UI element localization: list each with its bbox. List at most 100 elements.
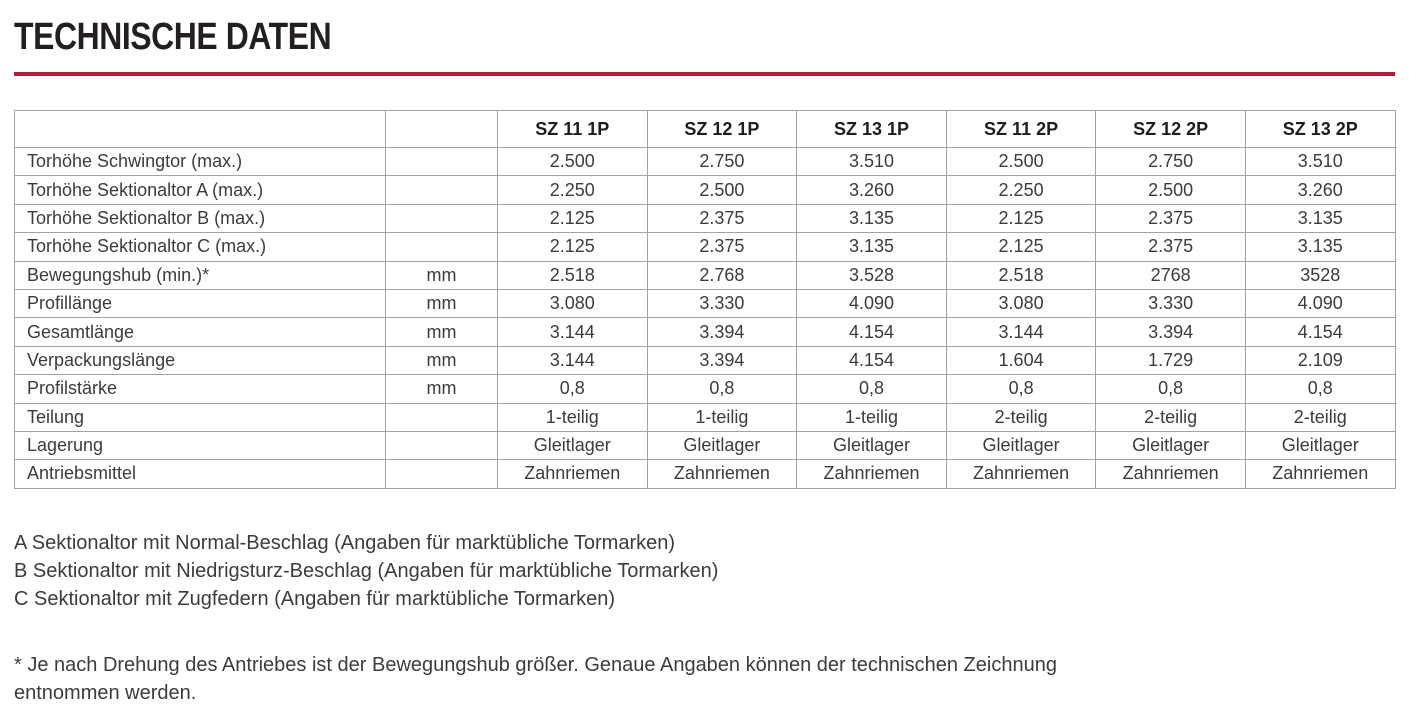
row-value: 0,8 <box>497 374 648 404</box>
row-value: 3.394 <box>646 345 798 376</box>
row-value: 3.528 <box>796 260 947 290</box>
row-value: 3.144 <box>497 345 648 376</box>
row-unit <box>385 402 498 432</box>
table-row: Teilung 1-teilig 1-teilig 1-teilig 2-teilig 2… <box>14 402 1396 432</box>
row-value: 3.135 <box>796 203 947 234</box>
row-value: 2.500 <box>646 175 798 205</box>
footnote-asterisk: * Je nach Drehung des Antriebes ist der … <box>14 653 1057 704</box>
row-unit <box>385 175 498 205</box>
row-value: 2.375 <box>646 232 798 262</box>
row-value: 3.330 <box>646 288 798 319</box>
row-unit: mm <box>385 260 498 290</box>
row-value: Gleitlager <box>646 430 798 461</box>
column-header: SZ 12 2P <box>1095 110 1246 148</box>
row-value: Gleitlager <box>497 430 648 461</box>
column-header: SZ 13 1P <box>796 110 947 148</box>
footnote-a: A Sektionaltor mit Normal-Beschlag (Anga… <box>14 531 676 554</box>
row-value: 2.375 <box>646 203 798 234</box>
row-value: 3.080 <box>945 288 1097 319</box>
row-value: 2.125 <box>497 203 648 234</box>
table-row: Profillänge mm 3.080 3.330 4.090 3.080 3.330 4.… <box>14 288 1396 319</box>
row-label: Gesamtlänge <box>14 317 386 347</box>
column-header: SZ 13 2P <box>1244 110 1396 148</box>
row-value: Zahnriemen <box>945 459 1097 489</box>
table-row: Bewegungshub (min.)* mm 2.518 2.768 3.528 2.5… <box>14 260 1396 290</box>
table-header: SZ 11 1P SZ 12 1P SZ 13 1P SZ 11 2P SZ 1… <box>14 110 1396 148</box>
header-label-spacer <box>14 110 386 148</box>
column-header: SZ 11 1P <box>497 110 648 148</box>
row-value: 1-teilig <box>646 402 798 432</box>
row-unit <box>385 430 498 461</box>
row-value: 2.750 <box>1095 146 1246 177</box>
row-value: 3528 <box>1244 260 1396 290</box>
row-value: 3.080 <box>497 288 648 319</box>
row-label: Lagerung <box>14 430 386 461</box>
row-value: 4.090 <box>796 288 947 319</box>
row-value: 3.510 <box>1244 146 1396 177</box>
row-label: Profillänge <box>14 288 386 319</box>
row-value: 2-teilig <box>1244 402 1396 432</box>
row-value: 3.135 <box>796 232 947 262</box>
row-unit <box>385 459 498 489</box>
header-unit-spacer <box>385 110 498 148</box>
technical-data-table: SZ 11 1P SZ 12 1P SZ 13 1P SZ 11 2P SZ 1… <box>14 110 1396 489</box>
row-value: Zahnriemen <box>646 459 798 489</box>
row-value: 3.260 <box>796 175 947 205</box>
row-unit: mm <box>385 374 498 404</box>
row-value: Gleitlager <box>1244 430 1396 461</box>
row-value: 2.250 <box>497 175 648 205</box>
table-row: Lagerung Gleitlager Gleitlager Gleitlager Gl… <box>14 430 1396 461</box>
row-label: Teilung <box>14 402 386 432</box>
table-body: Torhöhe Schwingtor (max.) 2.500 2.750 3.510… <box>14 146 1396 489</box>
row-label: Profilstärke <box>14 374 386 404</box>
row-value: 2-teilig <box>1095 402 1246 432</box>
row-value: 4.154 <box>796 317 947 347</box>
row-value: 2768 <box>1095 260 1246 290</box>
row-value: 1-teilig <box>796 402 947 432</box>
row-label: Verpackungslänge <box>14 345 386 376</box>
footnote-b: B Sektionaltor mit Niedrigsturz-Beschlag… <box>14 559 719 582</box>
row-value: 3.135 <box>1244 203 1396 234</box>
row-value: 2.518 <box>945 260 1097 290</box>
table-row: Verpackungslänge mm 3.144 3.394 4.154 1.604 1.… <box>14 345 1396 376</box>
row-value: 2.518 <box>497 260 648 290</box>
row-value: 3.260 <box>1244 175 1396 205</box>
table-row: Torhöhe Sektionaltor A (max.) 2.250 2.500 3… <box>14 175 1396 205</box>
footnote-c: C Sektionaltor mit Zugfedern (Angaben fü… <box>14 587 616 610</box>
page-title: TECHNISCHE DATEN <box>14 16 332 58</box>
row-value: Zahnriemen <box>1095 459 1246 489</box>
row-unit: mm <box>385 345 498 376</box>
row-unit <box>385 232 498 262</box>
table-header-row: SZ 11 1P SZ 12 1P SZ 13 1P SZ 11 2P SZ 1… <box>14 110 1396 148</box>
row-value: 3.135 <box>1244 232 1396 262</box>
row-value: 2.125 <box>497 232 648 262</box>
row-value: 1.604 <box>945 345 1097 376</box>
row-value: 3.510 <box>796 146 947 177</box>
row-value: 3.144 <box>945 317 1097 347</box>
row-value: 4.154 <box>796 345 947 376</box>
row-value: 2.375 <box>1095 203 1246 234</box>
row-value: Zahnriemen <box>796 459 947 489</box>
table-row: Torhöhe Schwingtor (max.) 2.500 2.750 3.510… <box>14 146 1396 177</box>
row-value: 4.154 <box>1244 317 1396 347</box>
table-row: Torhöhe Sektionaltor B (max.) 2.125 2.375 3… <box>14 203 1396 234</box>
row-unit <box>385 203 498 234</box>
row-value: 2-teilig <box>945 402 1097 432</box>
row-value: Zahnriemen <box>1244 459 1396 489</box>
row-value: 2.125 <box>945 203 1097 234</box>
row-value: 2.768 <box>646 260 798 290</box>
footnotes-letters: A Sektionaltor mit Normal-Beschlag (Anga… <box>14 529 1395 613</box>
row-value: 2.500 <box>945 146 1097 177</box>
row-label: Antriebsmittel <box>14 459 386 489</box>
row-value: 2.750 <box>646 146 798 177</box>
row-value: 0,8 <box>646 374 798 404</box>
row-value: Gleitlager <box>796 430 947 461</box>
row-value: Gleitlager <box>1095 430 1246 461</box>
row-value: 0,8 <box>1095 374 1246 404</box>
table-row: Profilstärke mm 0,8 0,8 0,8 0,8 0,8 0,8 <box>14 374 1396 404</box>
row-value: 0,8 <box>1244 374 1396 404</box>
row-value: 2.500 <box>1095 175 1246 205</box>
row-value: 0,8 <box>796 374 947 404</box>
table-row: Gesamtlänge mm 3.144 3.394 4.154 3.144 3.394 4.… <box>14 317 1396 347</box>
